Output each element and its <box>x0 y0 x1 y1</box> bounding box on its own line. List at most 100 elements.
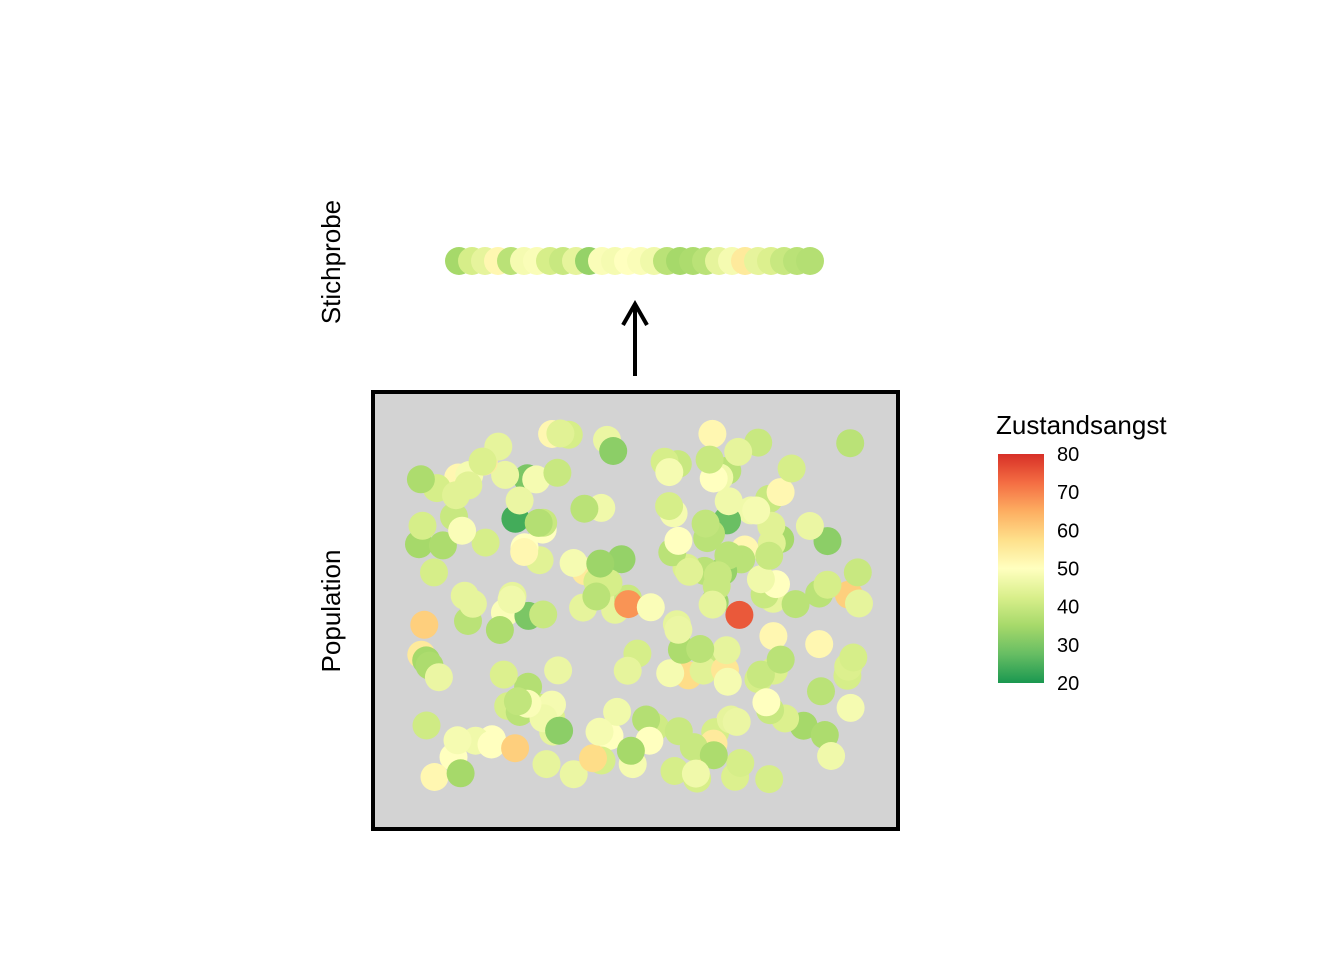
legend-colorbar <box>998 454 1044 683</box>
population-point <box>579 744 607 773</box>
population-point <box>442 481 470 510</box>
population-point <box>491 460 520 489</box>
population-point <box>845 589 873 618</box>
population-point <box>458 589 487 618</box>
legend-tick-label: 30 <box>1057 635 1079 657</box>
population-point <box>664 526 693 555</box>
population-point <box>681 759 710 788</box>
population-point <box>755 765 784 794</box>
population-point <box>766 645 795 674</box>
population-point <box>524 508 553 537</box>
population-point <box>471 528 500 557</box>
population-point <box>795 512 824 540</box>
population-point <box>603 697 632 726</box>
population-point <box>410 610 439 639</box>
population-point <box>660 757 689 785</box>
sample-label: Stichprobe <box>316 200 346 324</box>
population-point <box>686 635 715 663</box>
population-point <box>448 516 477 545</box>
population-point <box>746 565 775 594</box>
population-point <box>529 600 558 629</box>
legend-tick-label: 80 <box>1057 444 1079 466</box>
population-point <box>443 726 472 755</box>
population-point <box>695 445 724 474</box>
population-point <box>505 486 534 515</box>
population-point <box>408 511 437 540</box>
population-point <box>766 478 795 507</box>
population-point <box>755 541 784 570</box>
population-point <box>656 659 685 688</box>
legend-tick-label: 50 <box>1057 559 1079 581</box>
population-point <box>691 509 720 538</box>
sample-points <box>445 247 824 275</box>
population-point <box>489 660 518 689</box>
population-point <box>559 760 588 789</box>
population-point <box>522 465 551 494</box>
population-point <box>722 707 751 736</box>
population-point <box>655 492 684 521</box>
population-point <box>712 636 741 665</box>
population-point <box>468 447 497 476</box>
population-point <box>805 630 834 659</box>
population-point <box>777 454 806 483</box>
population-point <box>781 590 810 619</box>
population-point <box>632 705 661 734</box>
population-point <box>406 465 435 494</box>
population-point <box>420 558 448 587</box>
legend-tick-label: 20 <box>1057 673 1079 695</box>
population-point <box>607 545 636 574</box>
population-point <box>636 593 665 622</box>
population-point <box>725 600 754 629</box>
population-point <box>613 656 642 685</box>
legend-tick-label: 70 <box>1057 482 1079 504</box>
population-point <box>807 677 835 706</box>
population-point <box>813 570 842 599</box>
population-point <box>485 616 514 644</box>
population-points <box>405 419 873 794</box>
population-point <box>713 667 742 696</box>
sample-point <box>796 247 824 275</box>
population-point <box>742 496 771 525</box>
population-point <box>428 531 457 560</box>
legend: Zustandsangst 80 70 60 50 40 30 20 <box>996 410 1167 695</box>
population-point <box>655 458 684 487</box>
population-point <box>446 759 475 788</box>
population-point <box>586 549 615 578</box>
population-point <box>543 458 572 487</box>
population-point <box>839 643 868 672</box>
population-point <box>546 419 575 448</box>
legend-title: Zustandsangst <box>996 410 1167 440</box>
population-point <box>559 549 588 577</box>
population-point <box>545 716 574 745</box>
population-point <box>570 494 599 523</box>
population-point <box>752 688 781 717</box>
population-point <box>503 687 532 716</box>
population-point <box>698 590 727 619</box>
population-point <box>714 487 743 516</box>
population-point <box>477 730 506 759</box>
population-point <box>497 585 526 614</box>
population-point <box>759 622 788 651</box>
population-point <box>699 741 728 770</box>
population-point <box>616 736 645 765</box>
population-point <box>746 660 775 689</box>
population-point <box>724 437 753 466</box>
population-point <box>510 538 539 566</box>
population-point <box>698 419 727 448</box>
population-point <box>817 742 846 770</box>
population-point <box>810 721 839 749</box>
sampling-arrow <box>621 299 649 376</box>
population-point <box>664 615 693 644</box>
population-point <box>424 663 453 692</box>
legend-tick-label: 60 <box>1057 520 1079 542</box>
population-point <box>412 711 441 740</box>
legend-tick-label: 40 <box>1057 597 1079 619</box>
population-point <box>703 561 732 590</box>
population-point <box>501 734 530 763</box>
population-point <box>689 656 718 685</box>
population-point <box>843 558 872 587</box>
population-point <box>532 750 561 779</box>
population-point <box>675 557 704 586</box>
population-point <box>585 717 614 746</box>
